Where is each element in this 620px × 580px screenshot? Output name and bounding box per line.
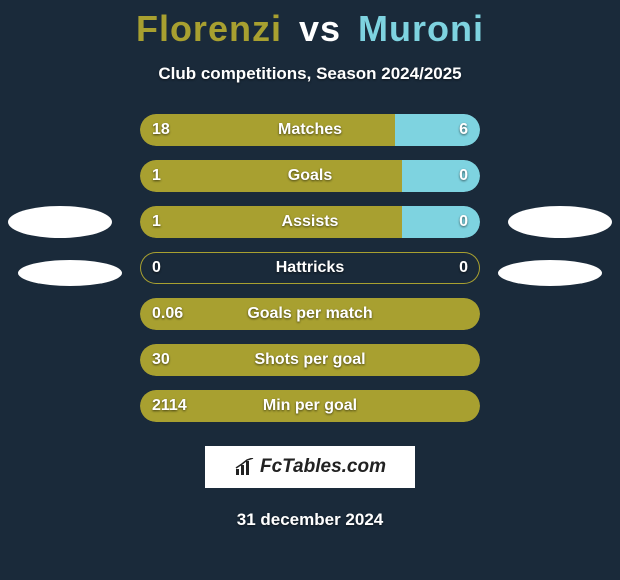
stat-row: 30Shots per goal [140,344,480,376]
stat-bar-left [140,298,480,330]
stat-value-left: 0 [152,259,161,277]
player2-avatar-shape [508,206,612,238]
comparison-title: Florenzi vs Muroni [0,0,620,50]
vs-text: vs [299,8,341,49]
stat-row: 186Matches [140,114,480,146]
stat-row: 0.06Goals per match [140,298,480,330]
player2-name: Muroni [358,8,484,49]
stat-row: 10Assists [140,206,480,238]
player1-name: Florenzi [136,8,282,49]
logo-box: FcTables.com [205,446,415,488]
logo: FcTables.com [234,456,386,478]
stat-row: 2114Min per goal [140,390,480,422]
stat-row: 0 0Hattricks [140,252,480,284]
stat-row: 10Goals [140,160,480,192]
stat-bar-right [402,160,480,192]
player1-avatar-shape [8,206,112,238]
stat-bar-right [395,114,480,146]
date: 31 december 2024 [0,510,620,530]
subtitle: Club competitions, Season 2024/2025 [0,64,620,84]
bars-icon [234,458,256,476]
stat-label: Hattricks [140,259,480,277]
stat-bar-left [140,114,395,146]
stat-bar-left [140,206,402,238]
stat-bar-left [140,390,480,422]
logo-text: FcTables.com [260,456,386,478]
player1-avatar-shape [18,260,122,286]
player2-avatar-shape [498,260,602,286]
stat-bar-right [402,206,480,238]
stat-value-right: 0 [459,259,468,277]
stat-bar-left [140,344,480,376]
stat-bars: 186Matches 10Goals 10Assists 0 0Hattricks 0.0… [140,114,480,422]
stat-bar-left [140,160,402,192]
